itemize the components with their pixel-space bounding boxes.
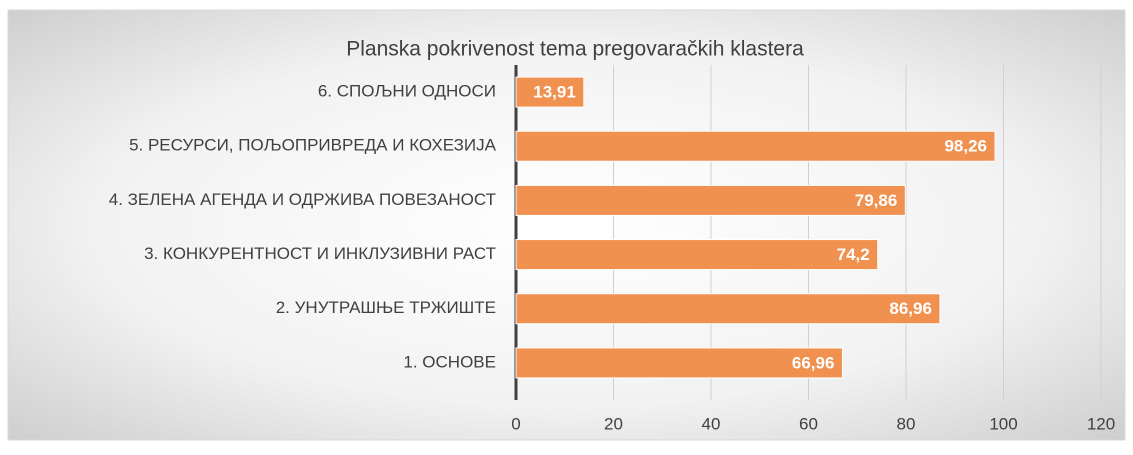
- y-tick-label: 5. РЕСУРСИ, ПОЉОПРИВРЕДА И КОХЕЗИЈА: [129, 136, 497, 155]
- x-tick-label: 40: [702, 414, 721, 433]
- y-tick-label: 3. КОНКУРЕНТНОСТ И ИНКЛУЗИВНИ РАСТ: [144, 244, 496, 263]
- y-tick-label: 2. УНУТРАШЊЕ ТРЖИШТЕ: [276, 298, 496, 317]
- data-label: 66,96: [792, 353, 835, 372]
- chart-title: Planska pokrivenost tema pregovaračkih k…: [346, 38, 804, 61]
- bar: [515, 347, 843, 379]
- data-label: 98,26: [944, 137, 987, 156]
- x-tick-label: 60: [799, 414, 818, 433]
- bar: [515, 293, 941, 325]
- data-label: 13,91: [533, 83, 576, 102]
- y-tick-label: 1. ОСНОВЕ: [403, 352, 496, 371]
- data-label: 74,2: [837, 245, 870, 264]
- bar: [515, 239, 879, 271]
- data-label: 86,96: [889, 299, 932, 318]
- x-tick-label: 20: [604, 414, 623, 433]
- bar: [515, 130, 996, 162]
- bar: [515, 76, 585, 108]
- data-label: 79,86: [855, 191, 898, 210]
- y-tick-label: 4. ЗЕЛЕНА АГЕНДА И ОДРЖИВА ПОВЕЗАНОСТ: [109, 190, 496, 209]
- y-tick-label: 6. СПОЉНИ ОДНОСИ: [318, 82, 496, 101]
- bar: [515, 184, 906, 216]
- x-tick-label: 0: [511, 414, 520, 433]
- x-tick-label: 80: [897, 414, 916, 433]
- x-tick-label: 100: [989, 414, 1017, 433]
- x-tick-label: 120: [1087, 414, 1115, 433]
